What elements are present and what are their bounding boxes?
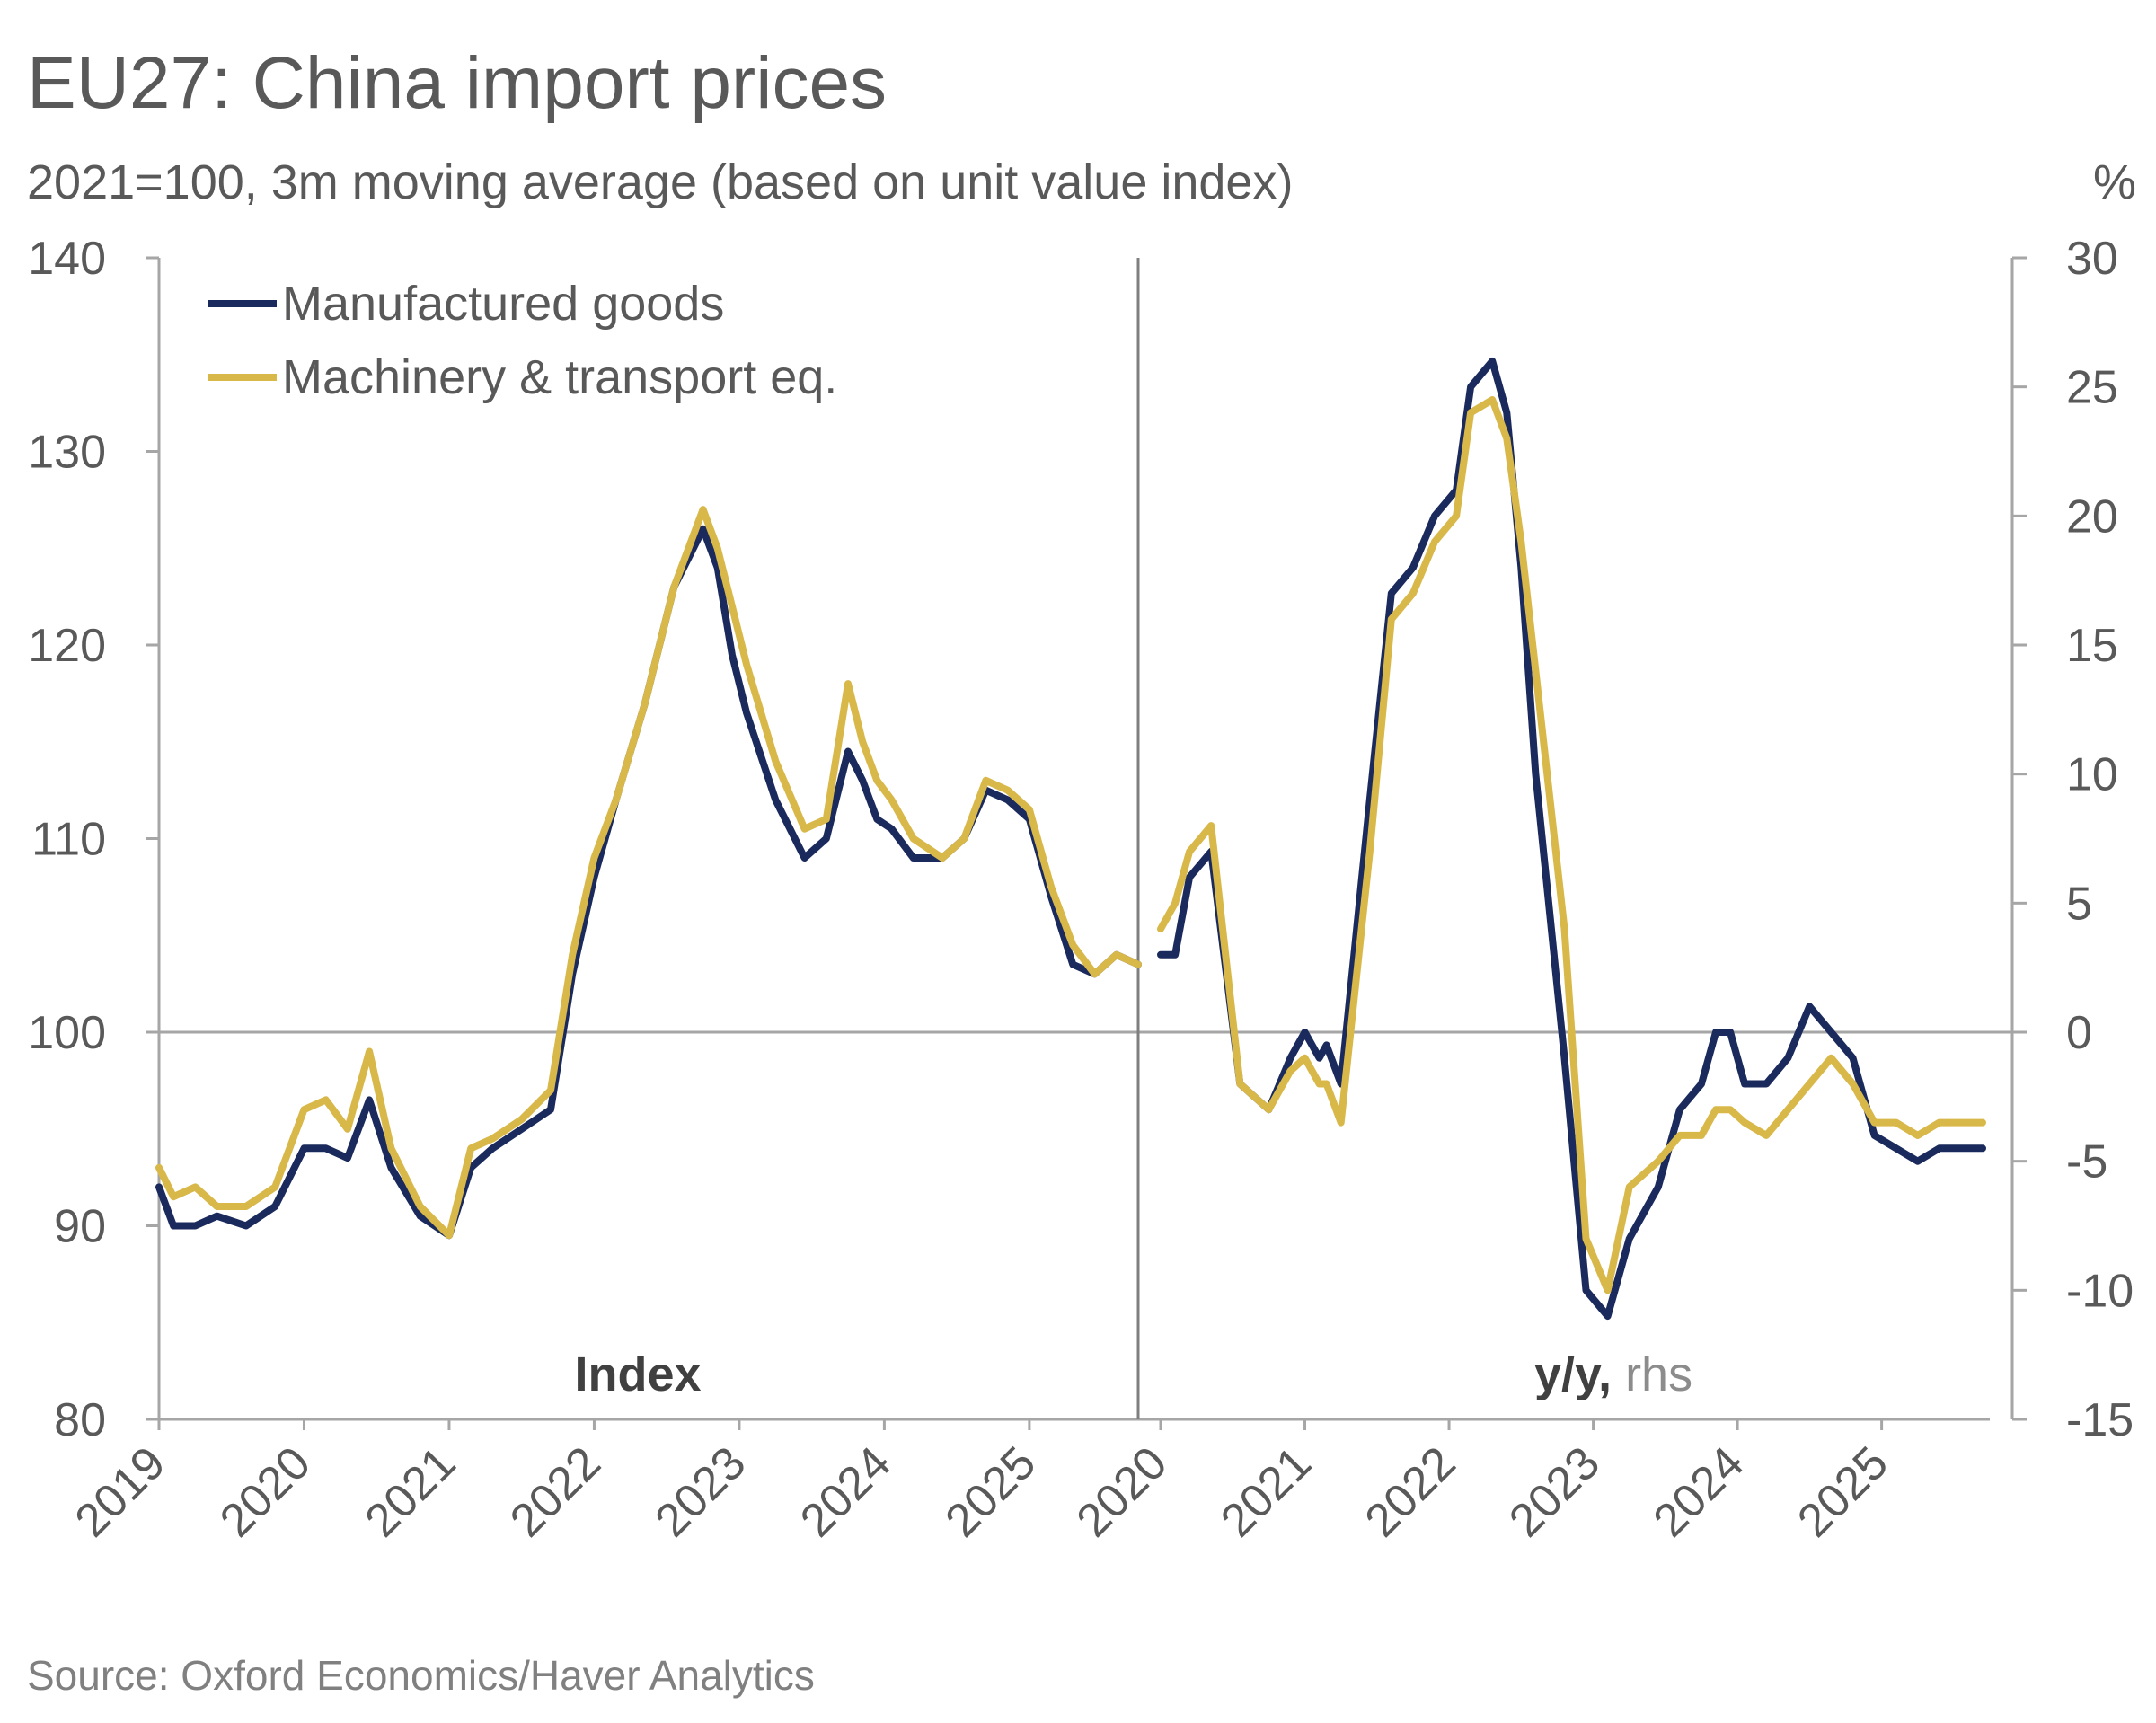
left-x-tick-label: 2021	[356, 1436, 466, 1547]
right-y-tick-label: 30	[2066, 233, 2118, 285]
right-y-tick-label: -15	[2066, 1394, 2134, 1446]
legend: Manufactured goods Machinery & transport …	[208, 277, 837, 404]
left-machinery-line	[155, 506, 1142, 1240]
left-y-tick-label: 90	[54, 1201, 106, 1253]
right-y-tick-label: 5	[2066, 878, 2092, 930]
left-x-tick-label: 2025	[936, 1436, 1047, 1547]
left-y-tick-label: 80	[54, 1394, 106, 1446]
yoy-label-suffix: rhs	[1625, 1347, 1692, 1401]
left-manufactured-goods-line	[155, 525, 1142, 1240]
source-note: Source: Oxford Economics/Haver Analytics	[27, 1652, 815, 1699]
right-x-tick-label: 2022	[1356, 1436, 1466, 1547]
right-x-tick-label: 2023	[1499, 1436, 1610, 1547]
yoy-label-bold: y/y,	[1534, 1347, 1625, 1401]
left-y-tick-label: 140	[28, 233, 106, 285]
chart-subtitle: 2021=100, 3m moving average (based on un…	[27, 155, 1294, 209]
left-x-tick-label: 2024	[791, 1436, 901, 1547]
right-x-tick-label: 2025	[1788, 1436, 1898, 1547]
right-x-tick-label: 2024	[1644, 1436, 1754, 1547]
chart-title: EU27: China import prices	[27, 42, 888, 124]
right-y-tick-label: 10	[2066, 749, 2118, 801]
left-y-tick-label: 120	[28, 620, 106, 672]
legend-label: Manufactured goods	[282, 277, 724, 331]
right-x-tick-label: 2020	[1067, 1436, 1178, 1547]
left-y-tick-label: 130	[28, 427, 106, 479]
yoy-panel-label: y/y, rhs	[1534, 1347, 1692, 1401]
right-y-tick-label: 15	[2066, 620, 2118, 672]
left-x-tick-label: 2023	[646, 1436, 756, 1547]
right-machinery-line	[1157, 396, 1986, 1294]
right-y-tick-label: -5	[2066, 1136, 2107, 1188]
right-axis-unit: %	[2092, 155, 2136, 209]
left-y-tick-label: 100	[28, 1007, 106, 1059]
left-x-tick-label: 2019	[66, 1436, 176, 1547]
right-y-tick-label: -10	[2066, 1265, 2134, 1317]
right-x-tick-label: 2021	[1211, 1436, 1321, 1547]
right-y-tick-label: 0	[2066, 1007, 2092, 1059]
right-y-tick-label: 25	[2066, 362, 2118, 414]
labels-layer: 8090100110120130140-15-10-50510152025302…	[28, 233, 2134, 1547]
right-y-tick-label: 20	[2066, 490, 2118, 543]
index-panel-label: Index	[574, 1347, 701, 1401]
left-y-tick-label: 110	[31, 814, 106, 866]
left-x-tick-label: 2022	[500, 1436, 611, 1547]
legend-label: Machinery & transport eq.	[282, 350, 837, 404]
axes-layer	[146, 256, 2027, 1430]
right-manufactured-goods-line	[1157, 357, 1986, 1321]
left-x-tick-label: 2020	[210, 1436, 321, 1547]
series-layer	[155, 357, 1986, 1321]
